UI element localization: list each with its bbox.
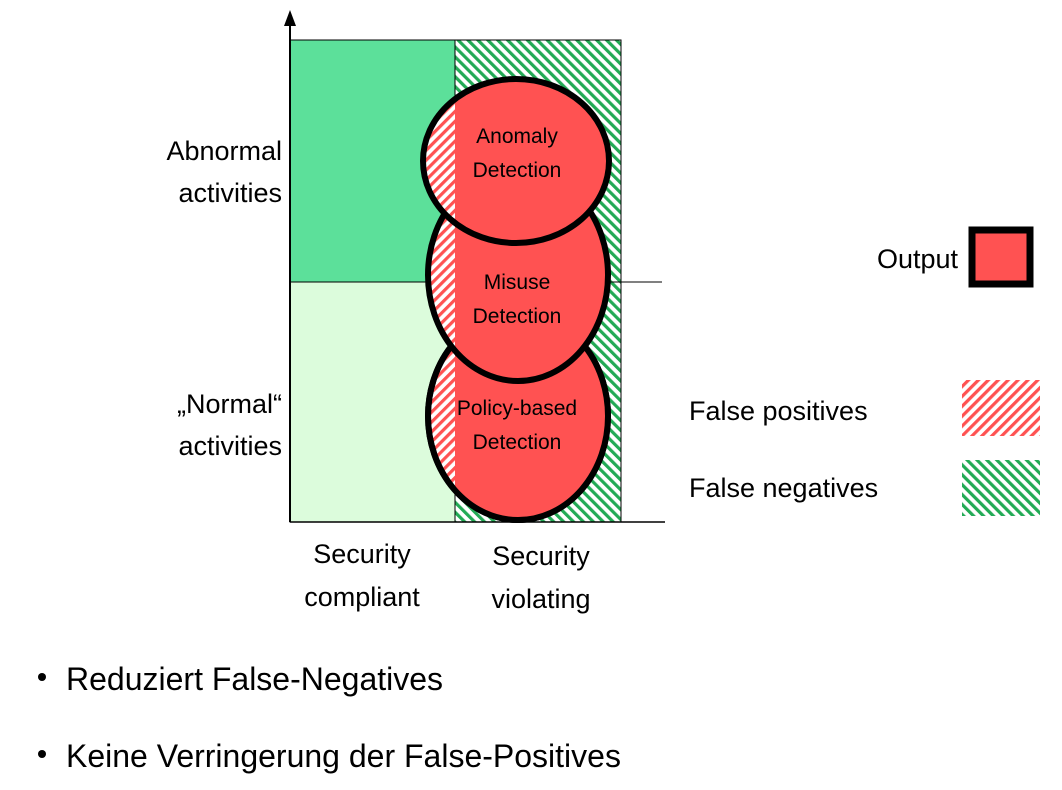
x-label-compliant-line1: Security bbox=[313, 539, 411, 569]
bullet-1-dot bbox=[38, 673, 46, 681]
anomaly-detection-label-line1: Anomaly bbox=[476, 125, 558, 148]
x-label-compliant-line2: compliant bbox=[304, 582, 420, 612]
bullet-1-text: Reduziert False-Negatives bbox=[66, 661, 443, 697]
legend-output-label: Output bbox=[877, 244, 959, 274]
y-label-normal-line1: „Normal“ bbox=[177, 389, 282, 419]
policy-based-detection-label-line2: Detection bbox=[473, 431, 562, 454]
misuse-detection-label-line1: Misuse bbox=[484, 271, 551, 294]
legend-false-negatives-label: False negatives bbox=[689, 473, 878, 503]
y-axis-arrow-icon bbox=[284, 10, 296, 26]
anomaly-detection-label-line2: Detection bbox=[473, 159, 562, 182]
policy-based-detection-label-line1: Policy-based bbox=[457, 397, 577, 420]
anomaly-detection-ellipse bbox=[420, 76, 612, 246]
bullet-2-dot bbox=[38, 750, 46, 758]
misuse-detection-label-line2: Detection bbox=[473, 305, 562, 328]
legend-false-negatives-swatch bbox=[962, 460, 1040, 516]
bullet-2-text: Keine Verringerung der False-Positives bbox=[66, 738, 621, 774]
x-label-violating-line1: Security bbox=[492, 541, 590, 571]
legend-output-swatch bbox=[968, 226, 1034, 288]
y-label-normal-line2: activities bbox=[178, 431, 282, 461]
x-label-violating-line2: violating bbox=[491, 584, 590, 614]
legend-false-positives-label: False positives bbox=[689, 396, 868, 426]
legend-false-positives-swatch bbox=[962, 380, 1040, 436]
y-label-abnormal-line2: activities bbox=[178, 178, 282, 208]
y-label-abnormal-line1: Abnormal bbox=[166, 136, 282, 166]
